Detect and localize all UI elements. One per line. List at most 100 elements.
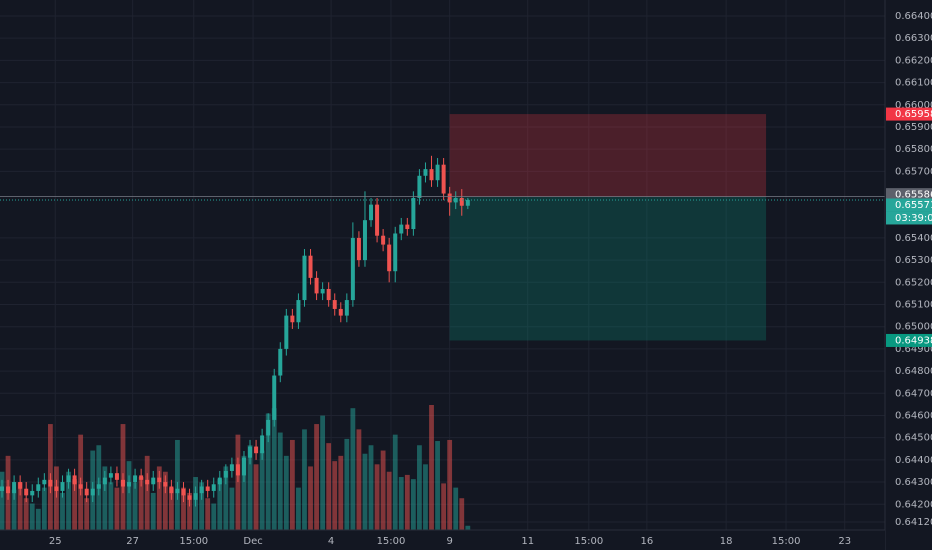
x-tick-label: 15:00 — [179, 536, 208, 547]
candle-body — [344, 300, 349, 316]
volume-bar — [386, 471, 392, 530]
candle-body — [338, 308, 343, 316]
candle-body — [284, 315, 289, 349]
volume-bar — [435, 441, 440, 530]
candle-body — [133, 475, 138, 483]
candle-body — [108, 473, 113, 478]
candle-body — [332, 300, 337, 309]
volume-bar — [241, 455, 247, 530]
candle-body — [102, 477, 107, 485]
volume-bar — [162, 471, 168, 530]
candle-body — [229, 464, 234, 471]
candle-body — [157, 477, 162, 483]
volume-bar — [459, 498, 465, 530]
volume-bar — [332, 461, 338, 530]
price-scale[interactable] — [885, 0, 932, 550]
candle-body — [60, 482, 65, 491]
time-scale[interactable] — [0, 530, 885, 550]
volume-bar — [217, 479, 223, 530]
axes: 0.664000.663000.662000.661000.660000.659… — [49, 11, 932, 547]
volume-bar — [41, 487, 47, 530]
candle-body — [320, 288, 325, 294]
candle-body — [78, 484, 83, 489]
entry-badge: 0.65586 — [895, 190, 932, 201]
candle-body — [290, 315, 295, 323]
volume-bar — [314, 424, 319, 530]
volume-bar — [447, 439, 453, 530]
x-tick-label: 18 — [720, 536, 733, 547]
candle-body — [417, 175, 422, 198]
volume-bar — [356, 429, 362, 530]
volume-bar — [296, 487, 301, 530]
x-tick-label: 15:00 — [772, 536, 801, 547]
volume-bar — [132, 482, 138, 530]
x-tick-label: 11 — [521, 536, 534, 547]
price-lines — [0, 196, 885, 201]
candle-body — [199, 486, 204, 494]
candle-body — [223, 470, 228, 478]
volume-bar — [253, 464, 259, 530]
volume-bar — [35, 508, 41, 530]
volume-bar — [247, 445, 253, 530]
candle-body — [217, 477, 222, 485]
volume-bar — [308, 466, 313, 530]
volume-bar — [429, 405, 434, 530]
candle-body — [459, 197, 464, 206]
x-tick-label: 27 — [126, 536, 139, 547]
last-price-badge-bg — [886, 198, 932, 212]
candle-body — [387, 244, 392, 272]
candles — [0, 155, 470, 507]
volume-bar — [265, 413, 271, 530]
candle-body — [441, 164, 446, 194]
volume-bar — [168, 487, 174, 530]
candle-body — [308, 255, 313, 278]
volume-bar — [11, 489, 17, 530]
candle-body — [66, 475, 71, 483]
position-tool[interactable] — [449, 114, 767, 341]
candle-body — [369, 204, 374, 221]
candle-body — [314, 277, 319, 294]
volume-bar — [344, 438, 350, 530]
candle-body — [114, 473, 119, 480]
candle-body — [127, 482, 132, 487]
volume-bar — [54, 466, 59, 530]
volume-bar — [235, 434, 241, 530]
candle-body — [12, 482, 17, 494]
candle-body — [405, 224, 410, 230]
stop-badge: 0.65958 — [895, 109, 932, 120]
volume-bar — [453, 487, 459, 530]
volume-bar — [271, 408, 277, 530]
volume-bar — [181, 487, 186, 530]
candle-body — [211, 484, 216, 491]
candle-body — [278, 348, 283, 376]
candle-body — [423, 169, 428, 176]
volume-bar — [338, 455, 344, 530]
volume-bar — [362, 453, 368, 530]
volume-bar — [277, 432, 283, 530]
candle-body — [193, 493, 198, 500]
candle-body — [120, 479, 125, 487]
candle-body — [175, 488, 180, 494]
entry-badge-bg — [886, 188, 932, 202]
stop-zone — [449, 114, 767, 197]
candle-body — [356, 237, 361, 261]
volume-bar — [380, 450, 386, 530]
candle-body — [302, 255, 307, 301]
target-zone — [449, 196, 767, 341]
candle-body — [181, 488, 186, 496]
volume-bar — [417, 445, 422, 530]
last-price-badge: 0.65571 — [895, 200, 932, 211]
volume-bar — [17, 482, 23, 530]
volume-bar — [108, 482, 114, 530]
candle-body — [453, 197, 458, 203]
volume-bar — [368, 445, 374, 530]
